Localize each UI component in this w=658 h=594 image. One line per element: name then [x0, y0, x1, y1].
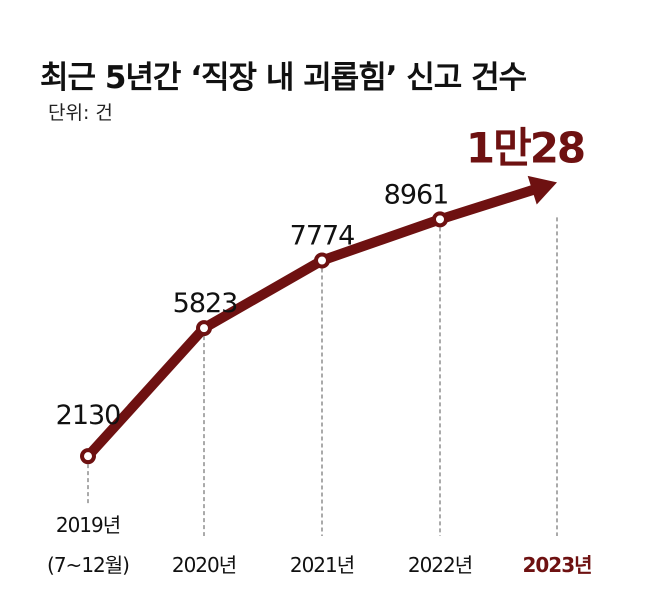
- arrow-head: [527, 175, 557, 205]
- data-label: 7774: [290, 221, 355, 252]
- data-label: 2130: [56, 400, 121, 431]
- x-tick-label: 2022년: [408, 553, 472, 577]
- x-tick-label: 2019년: [56, 513, 120, 537]
- data-label-highlight: 1만28: [466, 123, 584, 172]
- x-tick-label: 2021년: [290, 553, 354, 577]
- data-point: [314, 252, 330, 269]
- x-tick-label: 2023년: [522, 553, 591, 577]
- data-label: 8961: [384, 179, 449, 210]
- unit-label: 단위: 건: [48, 102, 113, 124]
- x-tick-sublabel: (7~12월): [47, 553, 129, 577]
- chart-title: 최근 5년간 ‘직장 내 괴롭힘’ 신고 건수: [40, 60, 527, 96]
- data-point: [432, 211, 448, 228]
- x-tick-label: 2020년: [172, 553, 236, 577]
- data-label: 5823: [173, 288, 238, 319]
- data-point: [80, 448, 96, 465]
- data-point: [196, 320, 212, 337]
